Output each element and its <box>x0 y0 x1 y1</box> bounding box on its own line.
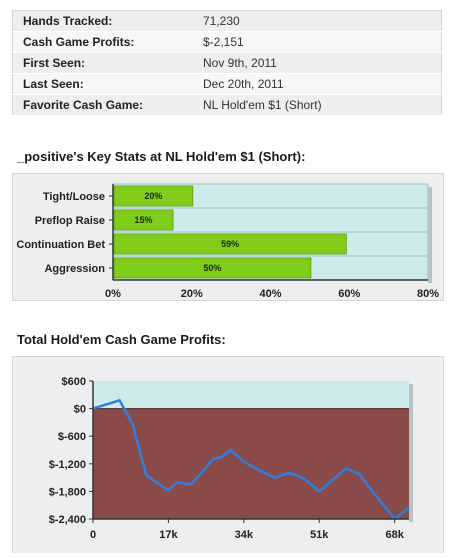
summary-row: Favorite Cash Game: NL Hold'em $1 (Short) <box>12 94 442 116</box>
line-y-tick-label: $-1,800 <box>49 486 86 498</box>
bar-mark <box>113 257 312 279</box>
summary-value: NL Hold'em $1 (Short) <box>193 94 442 116</box>
bar-value-label: 15% <box>135 215 153 225</box>
line-y-tick-label: $600 <box>62 376 86 388</box>
bar-value-label: 20% <box>144 191 162 201</box>
bar-x-tick-label: 60% <box>338 288 360 300</box>
bar-plot-shadow <box>428 187 432 283</box>
key-stats-chart: Tight/Loose 20% Preflop Raise 15% Continuati… <box>16 183 439 300</box>
summary-label: Hands Tracked: <box>12 10 193 32</box>
profit-line <box>92 399 410 521</box>
line-y-tick-label: $-1,200 <box>49 459 86 471</box>
bar-category-label: Aggression <box>44 263 105 275</box>
line-x-tick-label: 34k <box>235 529 254 541</box>
bar-value-label: 50% <box>203 263 221 273</box>
summary-value: Nov 9th, 2011 <box>193 52 442 74</box>
line-y-tick-label: $0 <box>74 404 86 416</box>
summary-table: Hands Tracked: 71,230 Cash Game Profits: $-… <box>12 10 442 116</box>
line-x-tick-label: 68k <box>385 529 404 541</box>
line-y-tick-label: $-600 <box>58 431 86 443</box>
key-stats-panel: Tight/Loose 20% Preflop Raise 15% Continuati… <box>12 173 444 301</box>
line-x-tick-label: 17k <box>159 529 178 541</box>
bar-mark <box>113 185 194 207</box>
profit-zone <box>93 381 409 409</box>
summary-value: Dec 20th, 2011 <box>193 73 442 95</box>
summary-row: First Seen: Nov 9th, 2011 <box>12 52 442 74</box>
profits-chart: $600 $0 $-600 $-1,200 $-1,800 $-2,400 0 17k 34k 5… <box>49 376 413 541</box>
bar-x-tick-label: 40% <box>259 288 281 300</box>
summary-row: Cash Game Profits: $-2,151 <box>12 31 442 53</box>
line-x-tick-label: 51k <box>310 529 329 541</box>
profits-title: Total Hold'em Cash Game Profits: <box>17 332 226 347</box>
bar-category-label: Tight/Loose <box>43 191 105 203</box>
bar-x-tick-label: 0% <box>105 288 121 300</box>
summary-row: Last Seen: Dec 20th, 2011 <box>12 73 442 95</box>
bar-mark <box>113 209 174 231</box>
bar-category-label: Preflop Raise <box>35 215 105 227</box>
bar-x-tick-label: 20% <box>181 288 203 300</box>
summary-label: Favorite Cash Game: <box>12 94 193 116</box>
line-plot-shadow <box>409 384 413 522</box>
summary-value: 71,230 <box>193 10 442 32</box>
summary-label: Last Seen: <box>12 73 193 95</box>
summary-label: Cash Game Profits: <box>12 31 193 53</box>
summary-value: $-2,151 <box>193 31 442 53</box>
profits-panel: $600 $0 $-600 $-1,200 $-1,800 $-2,400 0 17k 34k 5… <box>12 356 444 553</box>
summary-label: First Seen: <box>12 52 193 74</box>
key-stats-title: _positive's Key Stats at NL Hold'em $1 (… <box>17 149 306 164</box>
bar-mark <box>113 233 347 255</box>
line-y-tick-label: $-2,400 <box>49 514 86 526</box>
loss-zone <box>93 408 409 519</box>
bar-x-tick-label: 80% <box>417 288 439 300</box>
bar-category-label: Continuation Bet <box>16 239 105 251</box>
summary-row: Hands Tracked: 71,230 <box>12 10 442 32</box>
bar-value-label: 59% <box>221 239 239 249</box>
line-x-tick-label: 0 <box>90 529 96 541</box>
